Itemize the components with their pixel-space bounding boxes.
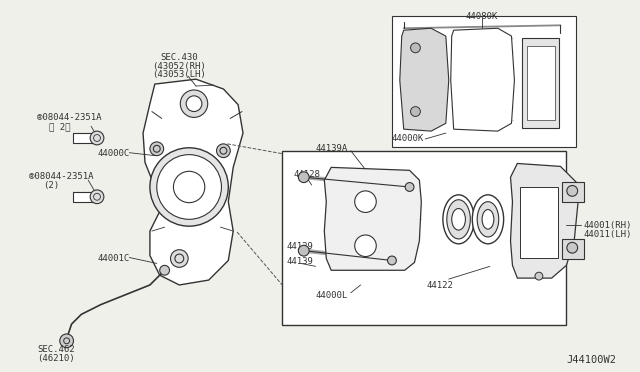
Text: (43052(RH): (43052(RH) xyxy=(152,61,206,71)
Bar xyxy=(74,133,97,143)
Bar xyxy=(522,38,559,128)
Text: 44129: 44129 xyxy=(286,242,313,251)
Circle shape xyxy=(160,265,170,275)
Text: 44139: 44139 xyxy=(286,257,313,266)
Text: (43053(LH): (43053(LH) xyxy=(152,70,206,79)
Ellipse shape xyxy=(482,209,494,229)
Bar xyxy=(563,239,584,259)
Polygon shape xyxy=(143,79,243,285)
Polygon shape xyxy=(324,167,421,270)
Circle shape xyxy=(150,142,164,155)
Ellipse shape xyxy=(472,195,504,244)
Text: 44139A: 44139A xyxy=(316,144,348,153)
Text: 44122: 44122 xyxy=(426,281,453,290)
Circle shape xyxy=(355,235,376,257)
Polygon shape xyxy=(400,28,449,131)
Circle shape xyxy=(157,155,221,219)
Text: 44080K: 44080K xyxy=(466,12,498,20)
Circle shape xyxy=(567,186,578,196)
Text: (2): (2) xyxy=(43,181,60,190)
Circle shape xyxy=(298,245,309,256)
Circle shape xyxy=(90,190,104,203)
Text: 44001C: 44001C xyxy=(98,254,130,263)
Text: 44128: 44128 xyxy=(294,170,321,179)
Circle shape xyxy=(298,172,309,183)
Ellipse shape xyxy=(443,195,474,244)
Bar xyxy=(282,151,566,325)
Bar xyxy=(392,16,576,147)
Text: 〈 2〉: 〈 2〉 xyxy=(49,122,70,131)
Text: J44100W2: J44100W2 xyxy=(566,355,616,365)
Circle shape xyxy=(170,250,188,267)
Bar xyxy=(563,182,584,202)
Text: 44000K: 44000K xyxy=(392,134,424,143)
Circle shape xyxy=(535,272,543,280)
Polygon shape xyxy=(451,28,515,131)
Text: 44000C: 44000C xyxy=(98,149,130,158)
Ellipse shape xyxy=(452,209,465,230)
Circle shape xyxy=(186,96,202,112)
Text: ®08044-2351A: ®08044-2351A xyxy=(29,172,94,181)
Polygon shape xyxy=(511,163,578,278)
Circle shape xyxy=(410,43,420,53)
Circle shape xyxy=(410,107,420,116)
Text: SEC.462: SEC.462 xyxy=(37,345,75,354)
Ellipse shape xyxy=(447,200,470,239)
Bar xyxy=(520,187,557,257)
Text: 44011(LH): 44011(LH) xyxy=(584,230,632,239)
Circle shape xyxy=(405,183,414,191)
Text: (46210): (46210) xyxy=(37,353,75,363)
Circle shape xyxy=(180,90,208,118)
Circle shape xyxy=(567,242,578,253)
Bar xyxy=(527,46,555,121)
Circle shape xyxy=(388,256,396,265)
Ellipse shape xyxy=(477,202,499,237)
Circle shape xyxy=(90,131,104,145)
Text: 44001(RH): 44001(RH) xyxy=(584,221,632,230)
Circle shape xyxy=(150,148,228,226)
Bar xyxy=(74,192,97,202)
Text: ®08044-2351A: ®08044-2351A xyxy=(37,113,102,122)
Circle shape xyxy=(355,191,376,212)
Circle shape xyxy=(60,334,74,348)
Circle shape xyxy=(216,144,230,158)
Text: SEC.430: SEC.430 xyxy=(161,53,198,62)
Text: 44000L: 44000L xyxy=(316,291,348,300)
